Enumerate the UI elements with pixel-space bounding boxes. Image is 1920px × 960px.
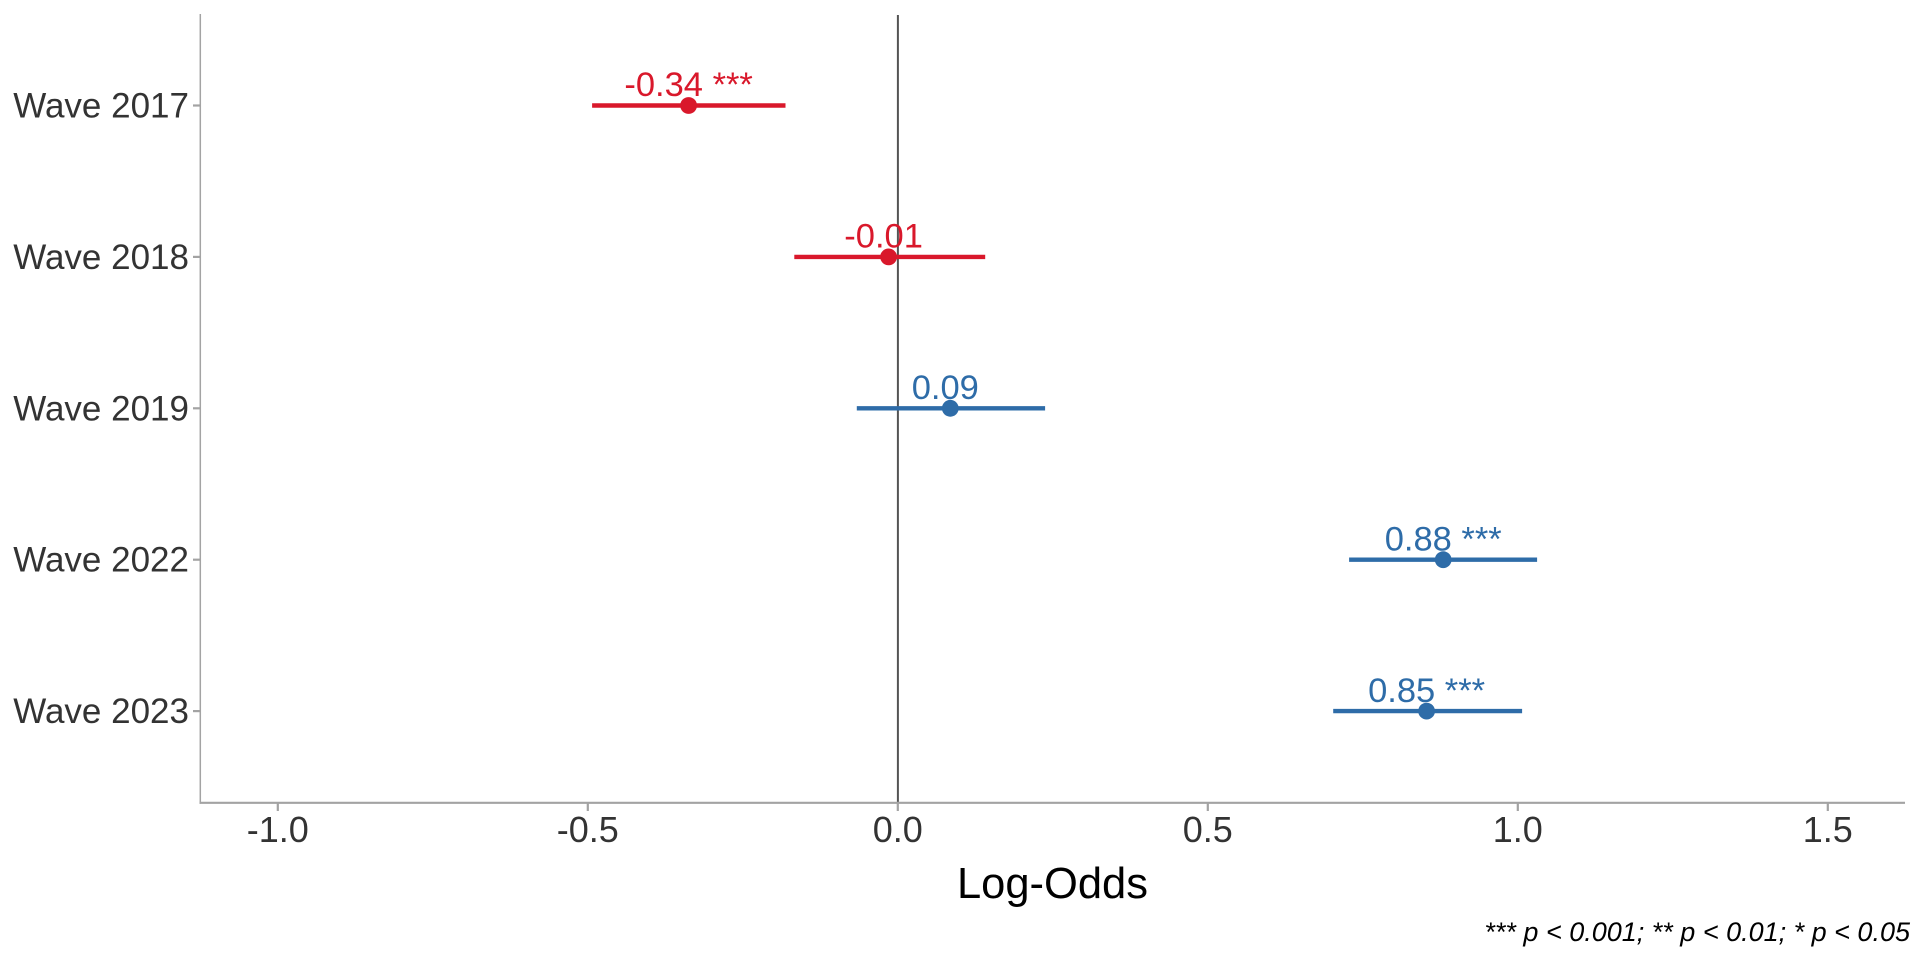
svg-text:-1.0: -1.0 — [247, 809, 309, 850]
svg-text:1.5: 1.5 — [1803, 809, 1853, 850]
svg-text:0.85 ***: 0.85 *** — [1368, 672, 1485, 710]
svg-text:0.5: 0.5 — [1183, 809, 1233, 850]
svg-text:1.0: 1.0 — [1493, 809, 1543, 850]
svg-text:-0.01: -0.01 — [844, 218, 923, 256]
svg-text:Wave 2017: Wave 2017 — [13, 87, 189, 126]
svg-text:0.88 ***: 0.88 *** — [1385, 520, 1502, 558]
svg-text:Wave 2018: Wave 2018 — [13, 238, 189, 277]
svg-text:Log-Odds: Log-Odds — [957, 860, 1148, 908]
svg-text:*** p < 0.001; ** p < 0.01; *: *** p < 0.001; ** p < 0.01; * p < 0.05 — [1484, 917, 1911, 947]
svg-text:-0.5: -0.5 — [557, 809, 619, 850]
svg-text:-0.34 ***: -0.34 *** — [624, 66, 753, 104]
svg-text:0.0: 0.0 — [873, 809, 923, 850]
svg-text:Wave 2023: Wave 2023 — [13, 692, 189, 731]
svg-text:0.09: 0.09 — [912, 369, 979, 407]
svg-text:Wave 2022: Wave 2022 — [13, 541, 189, 580]
svg-text:Wave 2019: Wave 2019 — [13, 389, 189, 428]
